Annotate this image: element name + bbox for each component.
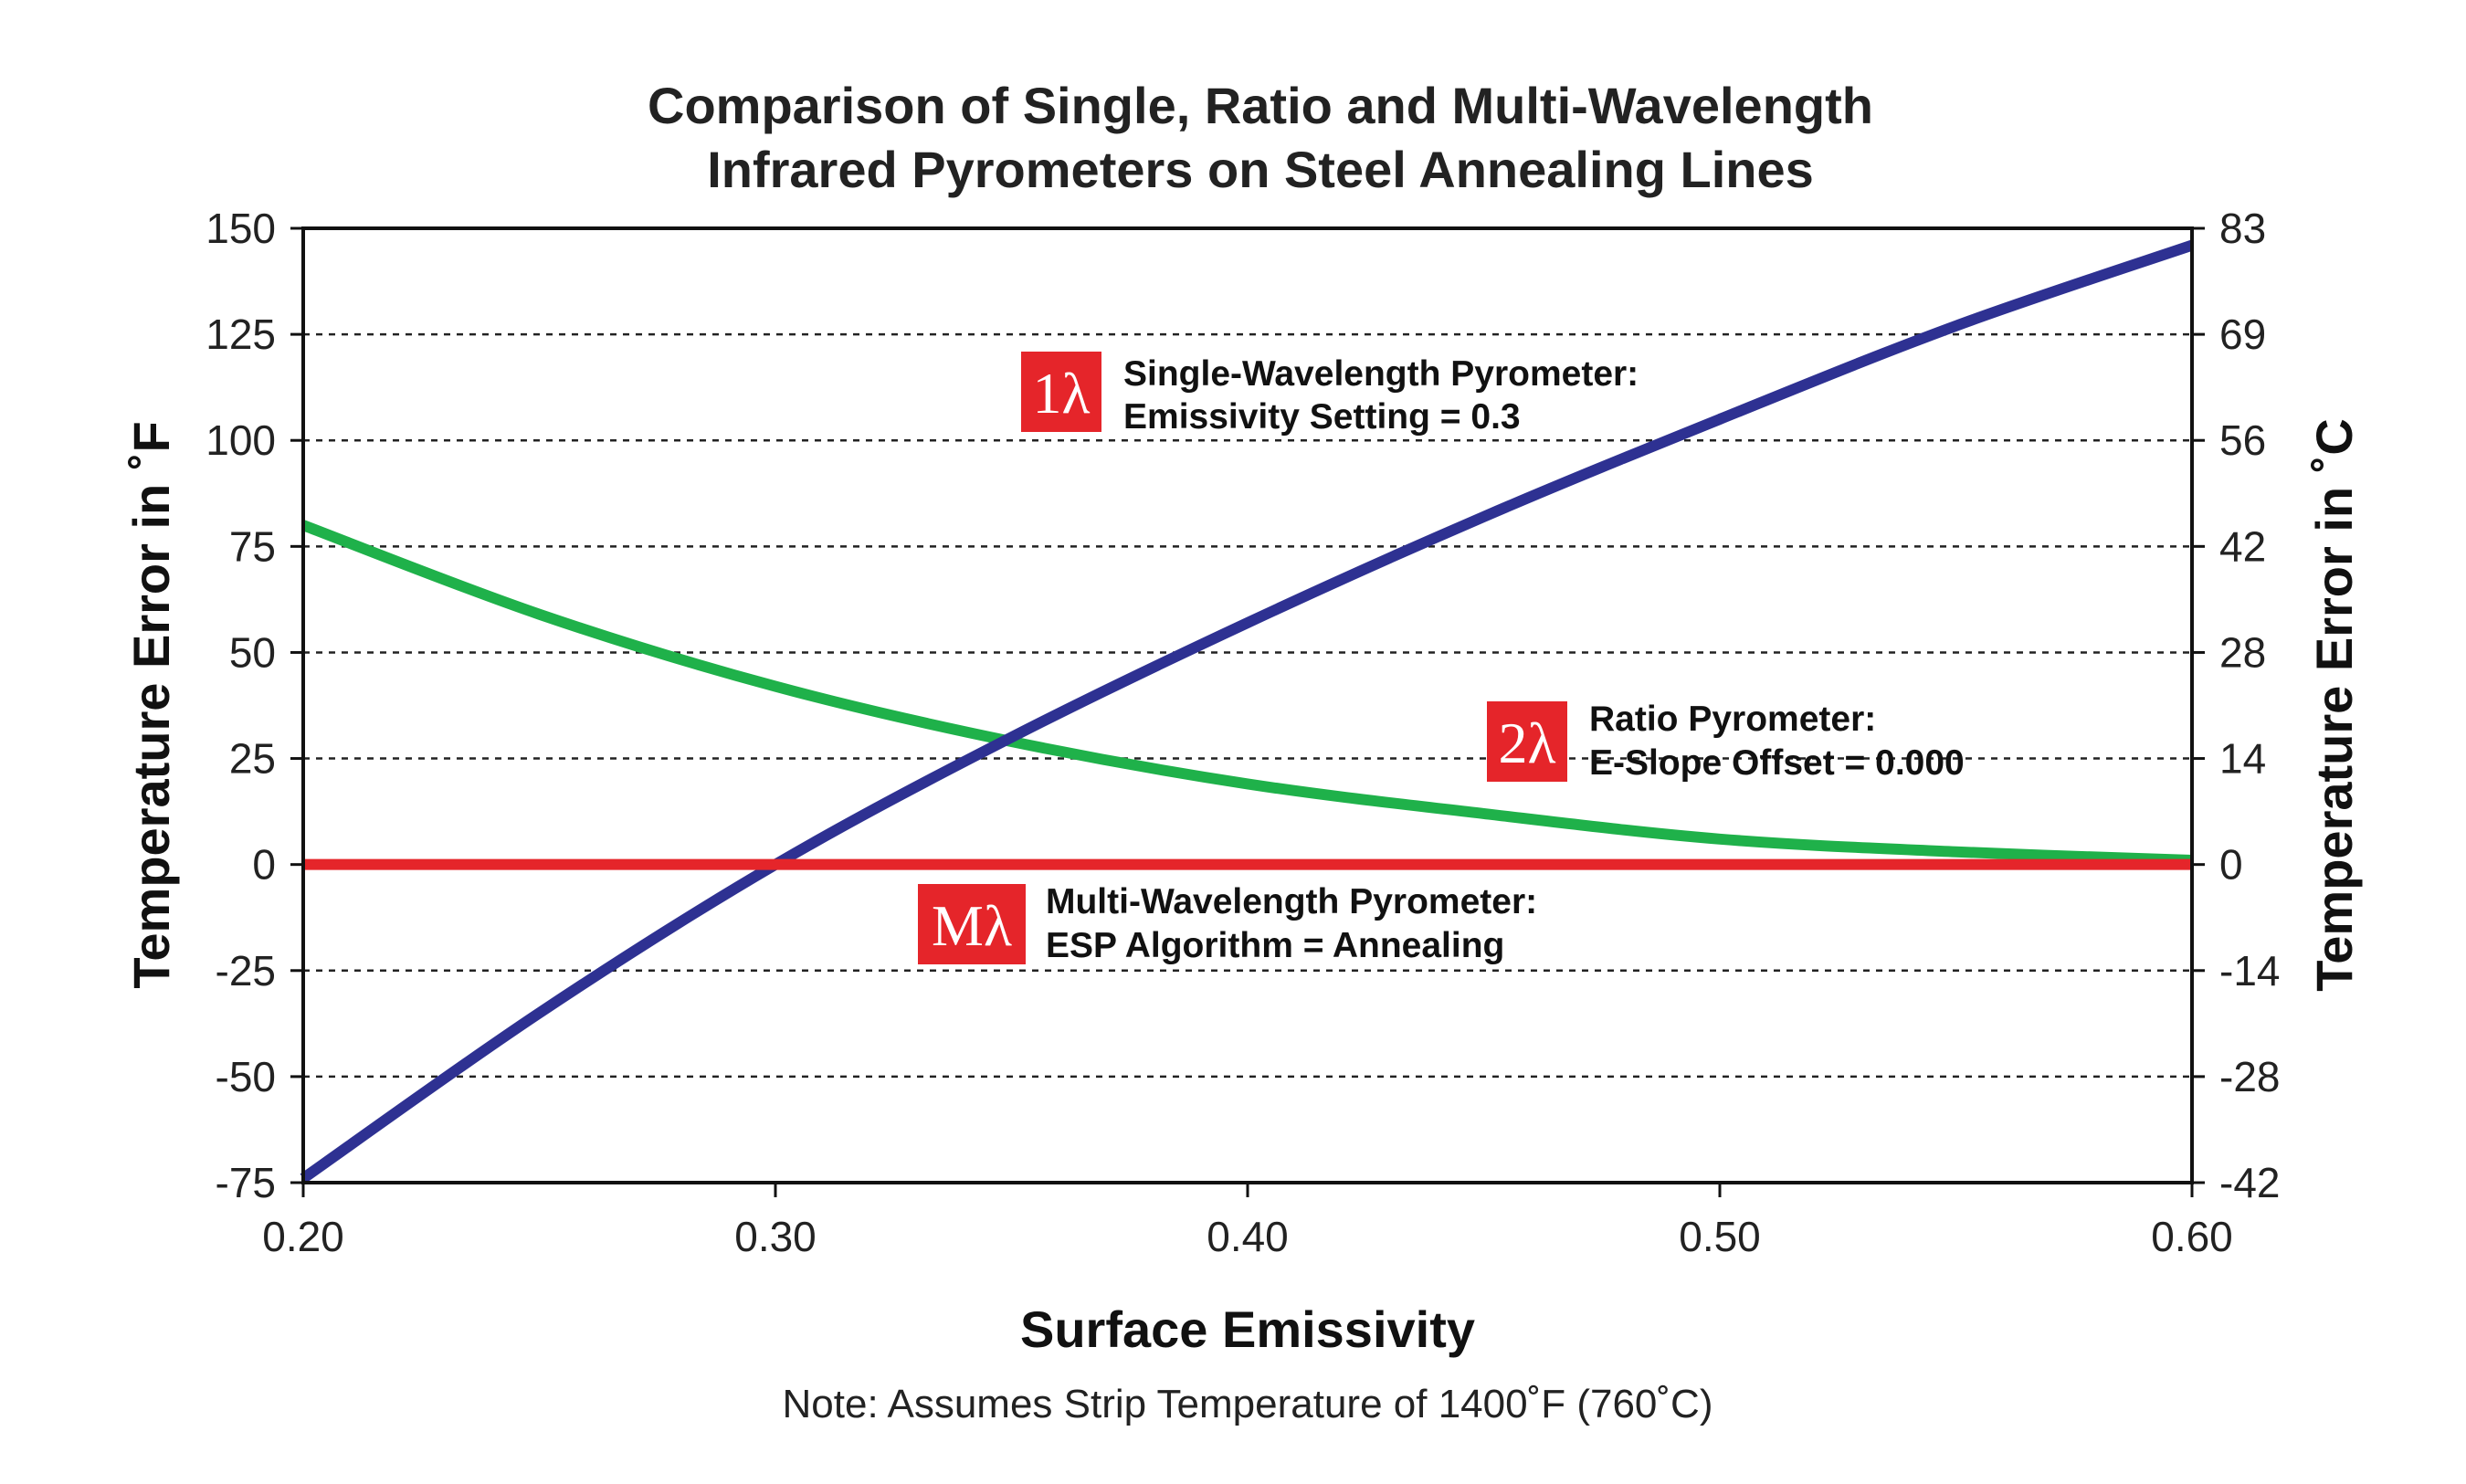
series-single-wavelength-line — [300, 239, 2194, 1184]
y-tick-left-label: -50 — [216, 1053, 276, 1100]
y-tick-left-label: -75 — [216, 1159, 276, 1206]
y-tick-left-label: 125 — [206, 310, 276, 358]
badge-2-lambda — [1487, 701, 1567, 782]
badge-1-lambda-text: 1λ — [1032, 361, 1090, 426]
y-tick-left-label: 75 — [229, 522, 276, 570]
annotation-1-line-1: Single-Wavelength Pyrometer: — [1123, 354, 1639, 394]
annotation-2-line-2: E-Slope Offset = 0.000 — [1589, 743, 1965, 783]
x-tick-label: 0.60 — [2151, 1213, 2233, 1260]
annotation-3-line-1: Multi-Wavelength Pyrometer: — [1046, 882, 1537, 921]
y-tick-left-label: 25 — [229, 735, 276, 783]
y-tick-left-label: 0 — [252, 841, 276, 889]
badge-m-lambda-text: Mλ — [932, 893, 1012, 958]
badge-m-lambda — [918, 884, 1026, 964]
y-tick-right-label: 69 — [2219, 310, 2266, 358]
y-tick-left-label: 100 — [206, 416, 276, 464]
annotation-ratio: 2λ Ratio Pyrometer: E-Slope Offset = 0.0… — [1487, 700, 1965, 783]
annotation-1-line-2: Emissivity Setting = 0.3 — [1123, 397, 1521, 437]
badge-1-lambda — [1021, 352, 1101, 432]
y-axis-label-right: Temperature Error in ˚C — [2305, 418, 2363, 992]
y-tick-right-label: 56 — [2219, 416, 2266, 464]
y-tick-left-label: 150 — [206, 205, 276, 252]
annotation-multi-wavelength: Mλ Multi-Wavelength Pyrometer: ESP Algor… — [918, 882, 1537, 965]
y-tick-right-label: 14 — [2219, 735, 2266, 783]
y-tick-right-label: -14 — [2219, 947, 2280, 995]
x-axis-label: Surface Emissivity — [1020, 1300, 1475, 1358]
series-ratio-line — [300, 520, 2193, 867]
y-tick-left-label: 50 — [229, 628, 276, 676]
chart-title-line-2: Infrared Pyrometers on Steel Annealing L… — [707, 141, 1814, 198]
y-tick-right-label: -42 — [2219, 1159, 2280, 1206]
footnote: Note: Assumes Strip Temperature of 1400˚… — [783, 1382, 1713, 1426]
y-tick-left-label: -25 — [216, 947, 276, 995]
x-tick-label: 0.20 — [262, 1213, 344, 1260]
x-tick-label: 0.50 — [1679, 1213, 1761, 1260]
annotation-2-line-1: Ratio Pyrometer: — [1589, 700, 1876, 739]
y-tick-right-label: 42 — [2219, 522, 2266, 570]
annotation-3-line-2: ESP Algorithm = Annealing — [1046, 926, 1504, 965]
y-tick-right-label: 28 — [2219, 628, 2266, 676]
axis-ticks: 150 83 125 69 100 56 75 42 50 28 25 14 0 0 -25 -14 -50 -2… — [206, 205, 2280, 1260]
y-tick-right-label: -28 — [2219, 1053, 2280, 1100]
chart-title-line-1: Comparison of Single, Ratio and Multi-Wa… — [648, 77, 1873, 134]
y-tick-right-label: 0 — [2219, 841, 2243, 889]
y-tick-right-label: 83 — [2219, 205, 2266, 252]
badge-2-lambda-text: 2λ — [1498, 710, 1555, 775]
x-tick-label: 0.30 — [734, 1213, 817, 1260]
x-tick-label: 0.40 — [1207, 1213, 1289, 1260]
y-axis-label-left: Temperature Error in ˚F — [122, 421, 180, 988]
annotation-single-wavelength: 1λ Single-Wavelength Pyrometer: Emissivi… — [1021, 352, 1639, 437]
series-lines — [300, 239, 2194, 1184]
